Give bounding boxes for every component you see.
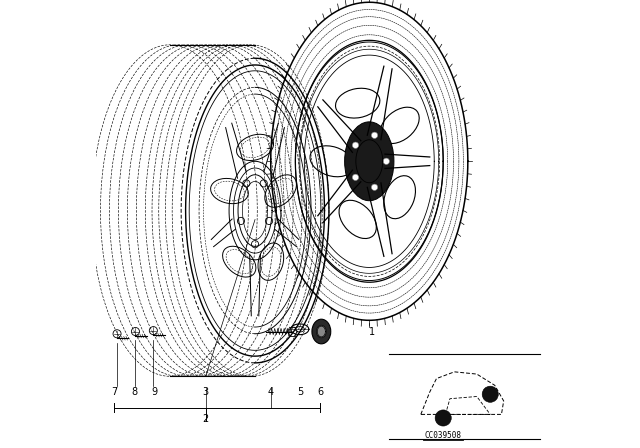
Text: 9: 9	[151, 387, 157, 397]
Ellipse shape	[312, 319, 331, 344]
Circle shape	[482, 386, 499, 402]
Text: 3: 3	[203, 387, 209, 397]
Text: 5: 5	[297, 387, 303, 397]
Text: 1: 1	[369, 327, 374, 336]
Text: CC039508: CC039508	[425, 431, 461, 440]
Circle shape	[371, 132, 378, 138]
Text: 6: 6	[317, 387, 323, 397]
Circle shape	[353, 142, 358, 148]
Circle shape	[371, 184, 378, 190]
Text: 4: 4	[268, 387, 274, 397]
Text: 8: 8	[131, 387, 137, 397]
Text: 7: 7	[111, 387, 117, 397]
Ellipse shape	[316, 325, 326, 338]
Circle shape	[383, 158, 390, 164]
Circle shape	[353, 174, 358, 181]
Text: 2: 2	[203, 414, 209, 424]
Ellipse shape	[344, 122, 394, 201]
Circle shape	[435, 410, 451, 426]
